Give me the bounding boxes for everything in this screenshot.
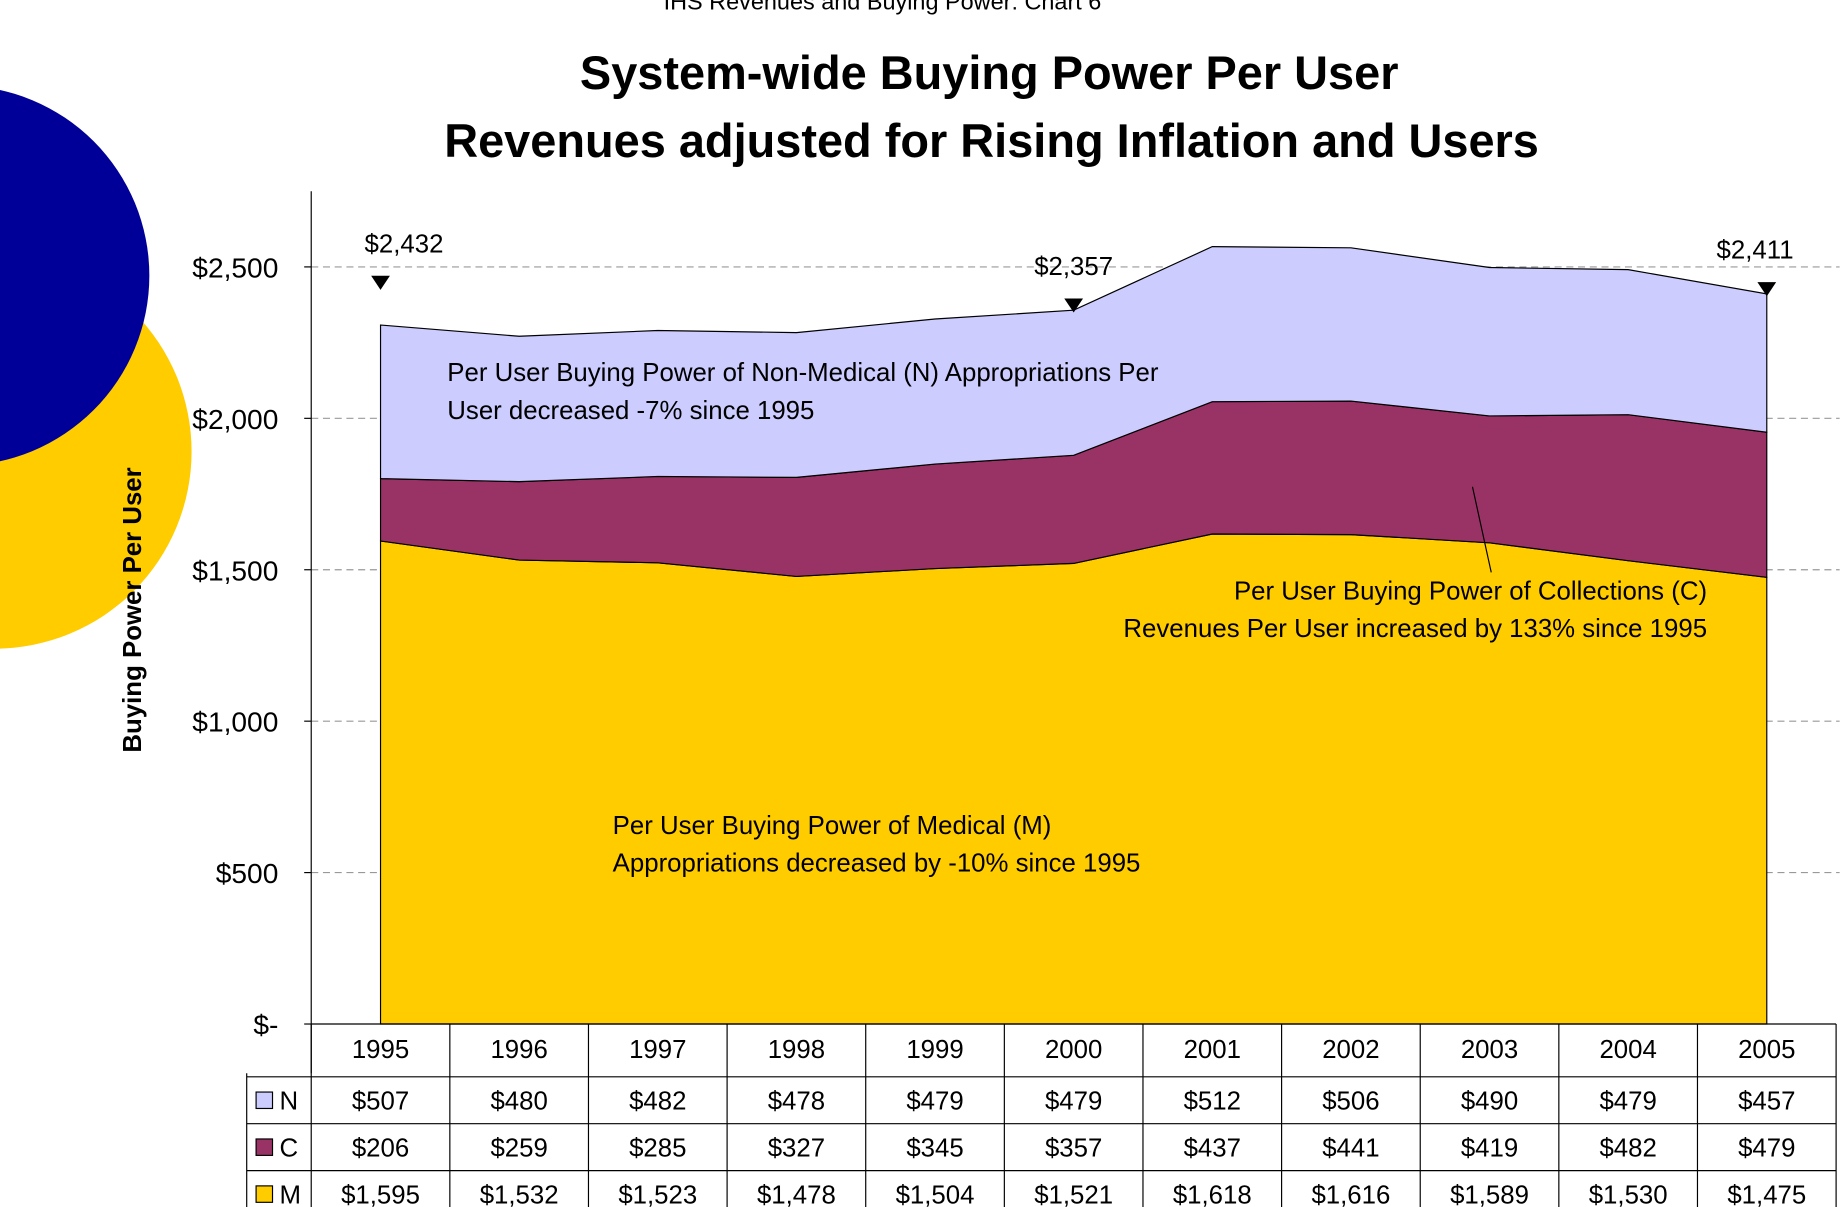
annotation: User decreased -7% since 1995 bbox=[447, 397, 814, 425]
x-tick-label: 1998 bbox=[768, 1036, 825, 1064]
deco-circle-navy bbox=[0, 90, 150, 462]
table-cell: $1,595 bbox=[341, 1181, 420, 1207]
legend-label: N bbox=[280, 1088, 299, 1116]
annotation: Per User Buying Power of Medical (M) bbox=[613, 812, 1052, 840]
decoration bbox=[0, 90, 192, 649]
table-cell: $479 bbox=[1599, 1088, 1656, 1116]
x-tick-label: 2003 bbox=[1461, 1036, 1518, 1064]
x-tick-label: 1999 bbox=[906, 1036, 963, 1064]
areas bbox=[379, 246, 1768, 1025]
y-tick-label: $1,000 bbox=[192, 707, 278, 738]
table-cell: $259 bbox=[490, 1135, 547, 1163]
marker-arrow bbox=[1064, 298, 1084, 313]
table-cell: $1,478 bbox=[757, 1181, 836, 1207]
y-tick-label: $2,000 bbox=[192, 404, 278, 435]
table-cell: $506 bbox=[1322, 1088, 1379, 1116]
area-M bbox=[379, 533, 1768, 1025]
table-cell: $478 bbox=[768, 1088, 825, 1116]
table-cell: $441 bbox=[1322, 1135, 1379, 1163]
annotation: Per User Buying Power of Non-Medical (N)… bbox=[447, 359, 1159, 387]
chart-subtitle: Revenues adjusted for Rising Inflation a… bbox=[444, 115, 1539, 167]
annotation: Revenues Per User increased by 133% sinc… bbox=[1123, 615, 1707, 643]
y-tick-label: $2,500 bbox=[192, 252, 278, 283]
table-cell: $1,616 bbox=[1311, 1181, 1390, 1207]
marker-arrow bbox=[371, 275, 390, 290]
header: IHS Revenues and Buying Power: Chart 6 bbox=[664, 0, 1102, 14]
legend-swatch bbox=[255, 1091, 274, 1110]
table-cell: $490 bbox=[1461, 1088, 1518, 1116]
table-cell: $1,589 bbox=[1450, 1181, 1529, 1207]
table-cell: $1,618 bbox=[1173, 1181, 1252, 1207]
marker-label: $2,357 bbox=[1034, 253, 1113, 281]
table-cell: $437 bbox=[1184, 1135, 1241, 1163]
x-tick-label: 2002 bbox=[1322, 1036, 1379, 1064]
area-N bbox=[379, 246, 1768, 483]
table-cell: $1,504 bbox=[896, 1181, 975, 1207]
legend-swatch bbox=[255, 1185, 274, 1203]
y-tick-label: $1,500 bbox=[192, 555, 278, 586]
marker-arrow bbox=[1757, 282, 1777, 297]
table-cell: $1,523 bbox=[618, 1181, 697, 1207]
y-tick-label: $500 bbox=[216, 858, 279, 889]
marker-label: $2,411 bbox=[1717, 237, 1794, 265]
table-cell: $1,530 bbox=[1589, 1181, 1668, 1207]
chart-title: System-wide Buying Power Per User bbox=[580, 47, 1399, 99]
table-cell: $285 bbox=[629, 1135, 686, 1163]
table-cell: $206 bbox=[352, 1135, 409, 1163]
x-tick-label: 1995 bbox=[352, 1036, 409, 1064]
y-tick-label: $- bbox=[253, 1010, 278, 1041]
table-cell: $512 bbox=[1184, 1088, 1241, 1116]
table-cell: $480 bbox=[490, 1088, 547, 1116]
table-cell: $479 bbox=[906, 1088, 963, 1116]
leader-line bbox=[1471, 486, 1492, 573]
table-cell: $482 bbox=[629, 1088, 686, 1116]
x-tick-label: 2000 bbox=[1045, 1036, 1102, 1064]
table-cell: $479 bbox=[1738, 1135, 1795, 1163]
table-cell: $419 bbox=[1461, 1135, 1518, 1163]
table-cell: $1,521 bbox=[1034, 1181, 1113, 1207]
x-tick-label: 2001 bbox=[1184, 1036, 1241, 1064]
overlay: $2,432 $2,357 $2,411 Per User Buying Power … bbox=[246, 191, 1837, 1207]
table-cell: $1,532 bbox=[480, 1181, 559, 1207]
legend-swatch bbox=[255, 1138, 274, 1156]
x-tick-label: 1996 bbox=[490, 1036, 547, 1064]
table-cell: $507 bbox=[352, 1088, 409, 1116]
legend-label: C bbox=[280, 1135, 299, 1163]
marker-label: $2,432 bbox=[365, 230, 444, 258]
table-cell: $357 bbox=[1045, 1135, 1102, 1163]
table-cell: $457 bbox=[1738, 1088, 1795, 1116]
annotation: Per User Buying Power of Collections (C) bbox=[1234, 577, 1707, 605]
x-tick-label: 1997 bbox=[629, 1036, 686, 1064]
x-tick-label: 2004 bbox=[1599, 1036, 1656, 1064]
annotation: Appropriations decreased by -10% since 1… bbox=[613, 850, 1141, 878]
table-cell: $345 bbox=[906, 1135, 963, 1163]
table-cell: $1,475 bbox=[1727, 1181, 1806, 1207]
x-tick-label: 2005 bbox=[1738, 1036, 1795, 1064]
table-cell: $479 bbox=[1045, 1088, 1102, 1116]
y-axis-label: Buying Power Per User bbox=[119, 467, 147, 752]
table-cell: $327 bbox=[768, 1135, 825, 1163]
legend-label: M bbox=[280, 1181, 301, 1207]
table-cell: $482 bbox=[1599, 1135, 1656, 1163]
